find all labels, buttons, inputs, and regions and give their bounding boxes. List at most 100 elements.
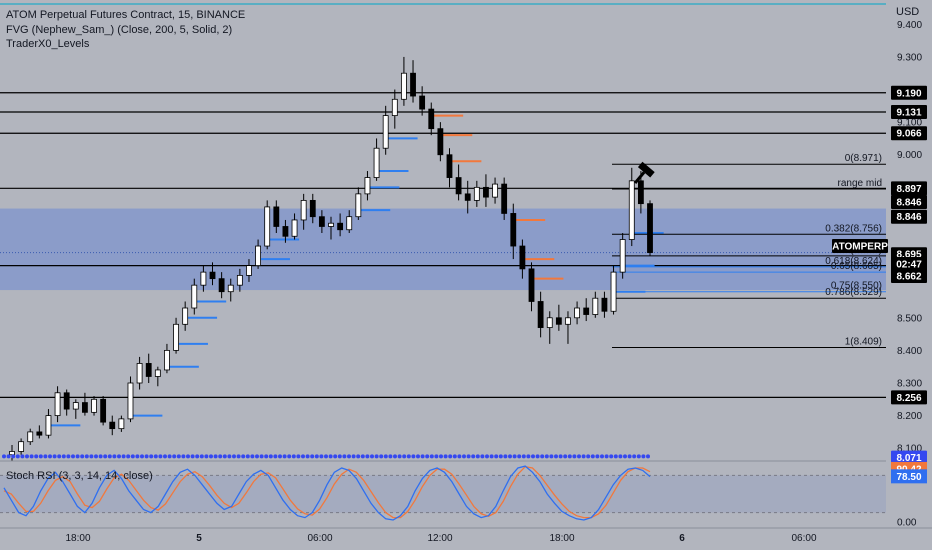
candle-body [9,451,15,456]
dot-marker [508,454,512,459]
candle-body [565,317,571,325]
dot-marker [89,454,94,459]
dot-marker [227,454,232,459]
dot-marker [632,454,637,459]
candle-body [191,284,198,309]
dot-marker [259,454,264,459]
candle-body [628,180,635,240]
dot-marker [425,454,430,459]
stoch-rsi-label: Stoch RSI (3, 3, 14, 14, close) [6,470,153,482]
price-tick-label: 8.300 [897,379,922,390]
dot-marker [163,454,167,459]
dot-marker [517,454,522,459]
price-tag-text: 8.071 [896,453,921,464]
price-tick-label: 9.000 [897,150,922,161]
indicator-fvg-label: FVG (Nephew_Sam_) (Close, 200, 5, Solid,… [6,24,233,36]
rsi-tick-label: 0.00 [897,518,917,529]
candle-body [528,268,535,302]
candle-body [328,222,334,227]
candle-body [519,245,526,270]
fib-label: 0.65(8.605) [831,261,882,272]
dot-marker [324,454,328,459]
candle-body [154,369,161,377]
candle-body [45,415,52,436]
dot-marker [646,454,650,459]
dot-marker [181,454,186,459]
candle-body [510,213,517,247]
price-tick-label: 8.400 [897,346,922,357]
candle-body [255,245,261,267]
fib-label: 0(8.971) [845,153,882,164]
price-tag-box [891,450,927,465]
dot-marker [411,454,416,459]
dot-marker [337,454,342,459]
dot-marker [296,454,301,459]
dot-marker [319,454,324,459]
dot-marker [503,454,508,459]
dot-marker [255,454,259,459]
candle-body [164,349,170,371]
dot-marker [287,454,292,459]
price-tick-label: 9.400 [897,20,922,31]
dot-marker [38,454,43,459]
dot-marker [452,454,457,459]
dot-marker [314,454,319,459]
time-axis[interactable]: 18:00 5 06:00 12:00 18:00 6 06:00 [0,527,932,544]
candle-body [300,199,307,221]
dot-marker [475,454,480,459]
time-tick-label: 18:00 [65,533,90,544]
price-tag-box [832,239,888,254]
dot-marker [140,454,144,459]
dot-marker [301,454,305,459]
dot-marker [567,454,572,459]
dot-marker [448,454,453,459]
candle-body [236,274,243,286]
candle-body [82,402,88,413]
dot-marker [268,454,273,459]
dot-marker [531,454,535,459]
candle-body [63,392,70,410]
dot-marker [94,454,98,459]
candle-body [401,72,407,100]
candle-body [264,206,271,247]
rsi-band [0,475,886,513]
stoch-rsi-pane[interactable] [0,460,932,521]
candle-body [455,177,462,195]
dot-marker [20,454,25,459]
price-tag-box [891,209,927,224]
symbol-title: ATOM Perpetual Futures Contract, 15, BIN… [6,9,246,21]
rsi-tag-text: 78.50 [896,472,921,483]
dot-marker [172,454,177,459]
dot-marker [107,454,112,459]
dot-marker [204,454,209,459]
candle-body [136,363,143,384]
price-tag-box [891,85,927,100]
dot-marker [241,454,246,459]
price-tick-label: 8.500 [897,313,922,324]
price-tag-text: 8.662 [896,272,921,283]
candle-body [610,271,617,312]
price-axis[interactable]: 9.4009.3009.1009.0008.8008.5008.4008.300… [832,0,932,550]
candle-body [437,128,444,156]
candle-body [209,271,216,280]
dot-marker [218,454,223,459]
dot-marker [512,454,517,459]
dot-marker [457,454,462,459]
dot-marker [439,454,443,459]
candle-body [382,115,389,149]
dot-marker [489,454,494,459]
dot-marker [420,454,425,459]
dot-marker [540,454,545,459]
candle-body [483,186,489,198]
dot-marker [595,454,600,459]
candle-body [18,441,25,452]
candles-layer[interactable] [9,56,653,462]
candle-body [583,307,590,315]
dot-marker [176,454,181,459]
dot-marker [586,454,591,459]
dot-marker [149,454,154,459]
dot-marker [526,454,531,459]
fib-label: 1(8.409) [845,336,882,347]
